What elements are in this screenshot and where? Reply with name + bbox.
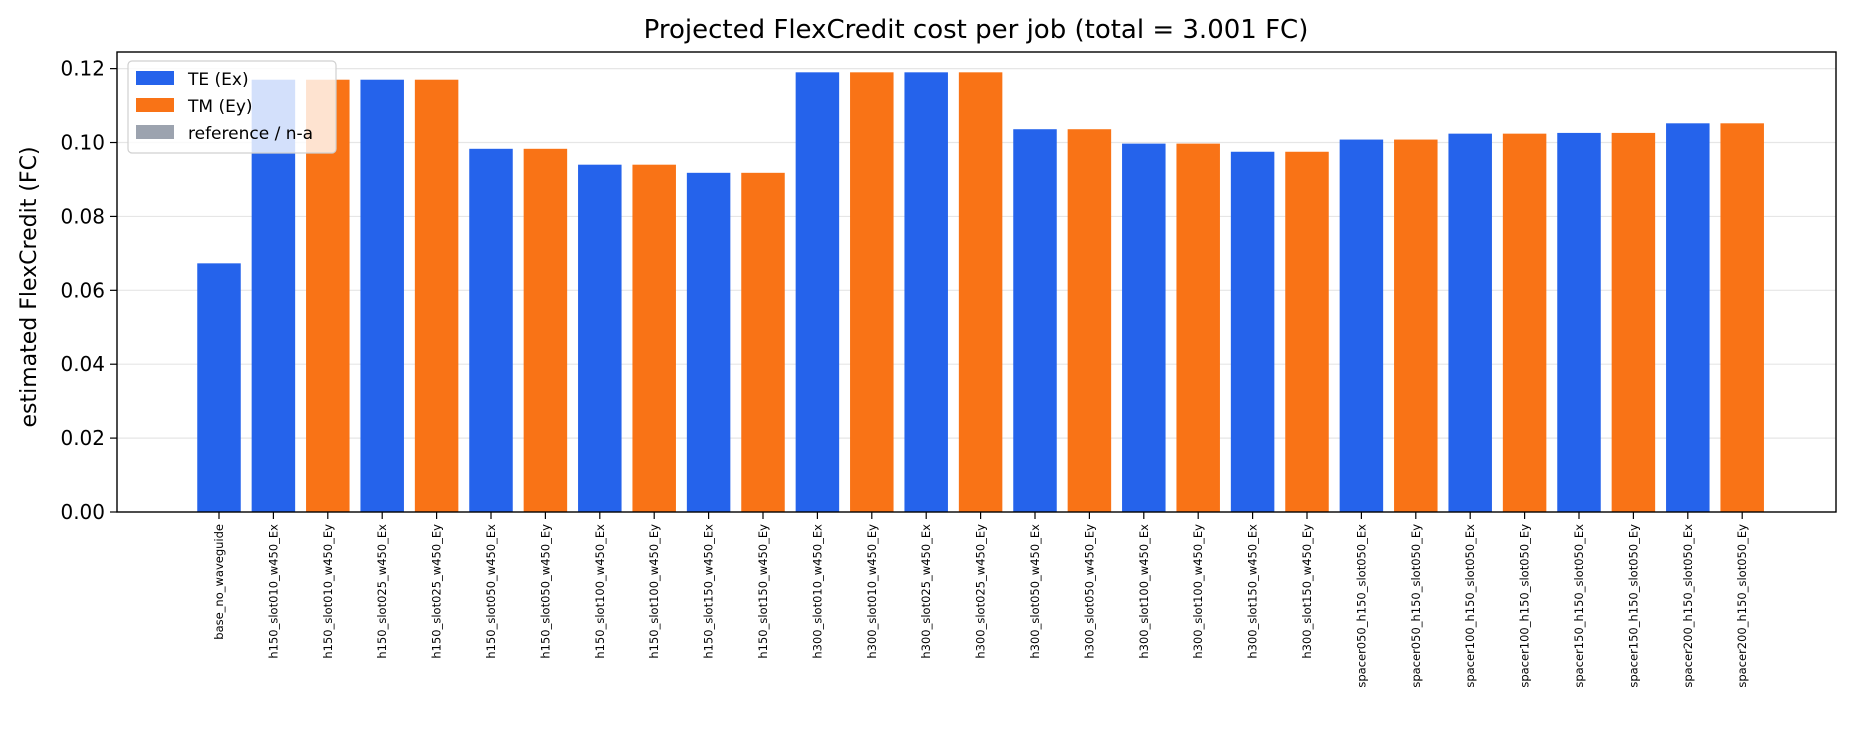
x-tick-label: h150_slot100_w450_Ex	[593, 524, 607, 659]
x-tick-label: h150_slot150_w450_Ey	[756, 524, 770, 659]
x-tick-label: spacer200_h150_slot050_Ey	[1735, 524, 1749, 688]
x-tick-label: h150_slot050_w450_Ex	[484, 524, 498, 659]
x-tick-label: spacer050_h150_slot050_Ex	[1354, 524, 1368, 688]
bar-h300-slot010-w450-ey	[850, 72, 894, 512]
legend-label-ref: reference / n-a	[188, 124, 313, 144]
legend-box	[127, 60, 337, 154]
y-tick-label: 0.00	[60, 500, 105, 524]
y-axis-label: estimated FlexCredit (FC)	[17, 146, 42, 427]
bar-spacer100-h150-slot050-ex	[1448, 133, 1492, 513]
x-tick-label: h300_slot150_w450_Ey	[1300, 524, 1314, 659]
x-tick-label: h150_slot150_w450_Ex	[702, 524, 716, 659]
y-tick-label: 0.06	[60, 278, 105, 302]
bar-h150-slot100-w450-ey	[632, 164, 676, 512]
bar-h150-slot050-w450-ey	[523, 148, 568, 512]
legend-swatch-ref	[136, 125, 174, 139]
legend-label-tm: TM (Ey)	[187, 97, 253, 117]
y-ticks: 0.00 0.02 0.04 0.06 0.08 0.10 0.12	[60, 57, 117, 524]
bar-spacer100-h150-slot050-ey	[1502, 133, 1547, 513]
bar-h150-slot025-w450-ex	[360, 79, 404, 512]
bar-h150-slot025-w450-ey	[414, 79, 459, 512]
x-tick-label: h150_slot100_w450_Ey	[647, 524, 661, 659]
x-tick-label: h300_slot025_w450_Ex	[919, 524, 933, 659]
legend-label-te: TE (Ex)	[187, 70, 249, 90]
bar-base-no-waveguide	[197, 263, 241, 512]
bar-h150-slot100-w450-ex	[578, 164, 622, 512]
bar-spacer150-h150-slot050-ey	[1611, 132, 1656, 513]
x-tick-label: h300_slot025_w450_Ey	[974, 524, 988, 659]
x-tick-label: h150_slot050_w450_Ey	[538, 524, 552, 659]
x-tick-label: h300_slot100_w450_Ey	[1191, 524, 1205, 659]
bar-h300-slot100-w450-ey	[1176, 143, 1220, 512]
x-tick-label: base_no_waveguide	[212, 524, 226, 640]
x-tick-label: h300_slot010_w450_Ey	[865, 524, 879, 659]
bar-h150-slot150-w450-ex	[686, 172, 731, 512]
x-tick-label: h150_slot025_w450_Ex	[375, 524, 389, 659]
x-ticks: base_no_waveguide h150_slot010_w450_Ex h15…	[212, 512, 1749, 688]
bar-h300-slot050-w450-ey	[1067, 129, 1112, 512]
x-tick-label: spacer100_h150_slot050_Ex	[1463, 524, 1477, 688]
chart-title: Projected FlexCredit cost per job (total…	[644, 15, 1309, 45]
x-tick-label: h300_slot100_w450_Ex	[1137, 524, 1151, 659]
y-tick-label: 0.04	[60, 352, 105, 376]
x-tick-label: h150_slot010_w450_Ey	[321, 524, 335, 659]
y-tick-label: 0.02	[60, 426, 105, 450]
x-tick-label: h300_slot150_w450_Ex	[1246, 524, 1260, 659]
bar-h300-slot100-w450-ex	[1122, 143, 1166, 512]
bar-h300-slot025-w450-ex	[904, 72, 948, 512]
bar-h300-slot025-w450-ey	[958, 72, 1003, 512]
x-tick-label: spacer200_h150_slot050_Ex	[1681, 524, 1695, 688]
bars	[197, 72, 1764, 513]
x-tick-label: spacer150_h150_slot050_Ey	[1626, 524, 1640, 688]
bar-h300-slot150-w450-ex	[1230, 151, 1275, 512]
x-tick-label: h300_slot050_w450_Ex	[1028, 524, 1042, 659]
bar-h300-slot150-w450-ey	[1285, 151, 1329, 512]
bar-spacer050-h150-slot050-ex	[1339, 139, 1384, 512]
legend-swatch-te	[136, 71, 174, 85]
bar-h150-slot050-w450-ex	[469, 148, 513, 512]
bar-h150-slot150-w450-ey	[741, 172, 785, 512]
bar-spacer150-h150-slot050-ex	[1557, 132, 1601, 513]
x-tick-label: spacer100_h150_slot050_Ey	[1518, 524, 1532, 688]
bar-spacer200-h150-slot050-ex	[1666, 123, 1710, 512]
x-tick-label: spacer050_h150_slot050_Ey	[1409, 524, 1423, 688]
x-tick-label: h150_slot025_w450_Ey	[430, 524, 444, 659]
y-tick-label: 0.10	[60, 131, 105, 155]
x-tick-label: h300_slot010_w450_Ex	[810, 524, 824, 659]
y-tick-label: 0.08	[60, 204, 105, 228]
x-tick-label: h300_slot050_w450_Ey	[1082, 524, 1096, 659]
bar-spacer200-h150-slot050-ey	[1720, 123, 1764, 512]
x-tick-label: spacer150_h150_slot050_Ex	[1572, 524, 1586, 688]
legend: TE (Ex) TM (Ey) reference / n-a	[127, 60, 337, 154]
bar-h300-slot010-w450-ex	[795, 72, 840, 512]
bar-h300-slot050-w450-ex	[1013, 129, 1057, 512]
legend-swatch-tm	[136, 98, 174, 112]
axes	[116, 51, 1837, 513]
x-tick-label: h150_slot010_w450_Ex	[266, 524, 280, 659]
bar-spacer050-h150-slot050-ey	[1394, 139, 1438, 512]
plot-frame	[116, 51, 1837, 513]
y-tick-label: 0.12	[60, 57, 105, 81]
